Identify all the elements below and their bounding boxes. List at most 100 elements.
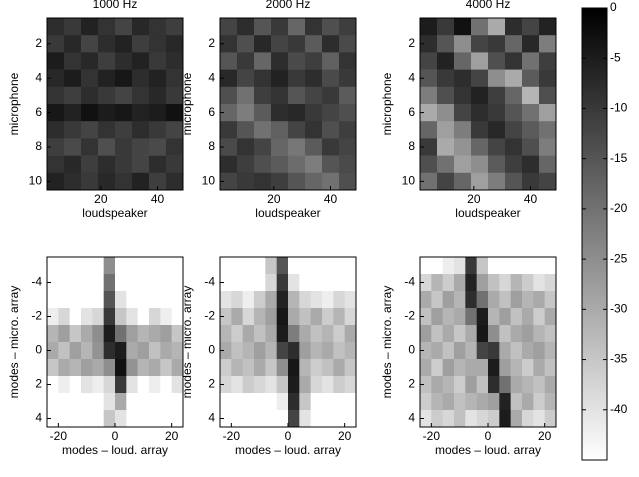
heat-cell (149, 291, 161, 309)
heat-cell (322, 52, 340, 70)
heat-cell (69, 393, 82, 411)
heat-cell (420, 359, 432, 377)
heat-cell (265, 342, 277, 360)
heat-cell (47, 410, 59, 428)
heat-cell (271, 104, 289, 122)
heat-cell (499, 291, 511, 309)
heat-cell (115, 393, 127, 411)
heat-cell (271, 121, 289, 139)
heat-cell (522, 69, 540, 88)
y-tick-label: -2 (31, 309, 42, 323)
heat-cell (69, 410, 82, 428)
heat-cell (265, 359, 277, 377)
heat-cell (98, 138, 116, 156)
heat-cell (437, 86, 455, 105)
heat-cell (454, 393, 466, 411)
heat-cell (242, 359, 255, 377)
axes-frame (46, 17, 184, 191)
heat-cell (265, 325, 277, 343)
heat-cell (265, 393, 277, 411)
x-tick-label: 0 (285, 429, 292, 443)
y-tick-label: -2 (404, 309, 415, 323)
heat-cell (431, 359, 443, 377)
heat-cell (47, 393, 59, 411)
heat-cell (58, 325, 70, 343)
heat-cell (488, 410, 500, 428)
heat-cell (465, 257, 477, 275)
heat-cell (299, 376, 311, 394)
heat-cell (510, 410, 523, 428)
heat-cell (322, 18, 340, 36)
heat-cell (522, 393, 534, 411)
heat-cell (420, 104, 438, 122)
heat-cell (420, 257, 432, 275)
heat-cell (265, 291, 277, 309)
heat-cell (420, 325, 432, 343)
y-tick-label: 2 (35, 377, 42, 391)
heat-cell (476, 342, 489, 360)
heat-cell (47, 291, 59, 309)
y-tick-label: 8 (35, 139, 42, 153)
heat-cell (533, 376, 545, 394)
heat-cell (305, 35, 323, 53)
heat-cell (488, 308, 500, 326)
heat-cell (488, 69, 506, 88)
heat-cell (522, 104, 540, 122)
heat-cell (92, 410, 104, 428)
heat-cell (522, 257, 534, 275)
heat-cell (471, 172, 489, 191)
heat-cell (339, 172, 357, 191)
colorbar-tick-label: -10 (610, 101, 628, 115)
heat-cell (220, 291, 232, 309)
heat-cell (420, 138, 438, 156)
heat-cell (442, 325, 455, 343)
heat-cell (305, 52, 323, 70)
heat-cell (437, 172, 455, 191)
heat-cell (539, 18, 557, 36)
heat-cell (476, 376, 489, 394)
heat-cell (488, 274, 500, 292)
y-tick-label: 2 (35, 36, 42, 50)
heat-cell (81, 172, 99, 191)
y-tick-label: 2 (208, 377, 215, 391)
heat-cell (220, 69, 238, 88)
heat-cell (149, 18, 167, 36)
heat-cell (115, 69, 133, 88)
heat-cell (339, 35, 357, 53)
y-axis-label: microphone (380, 72, 394, 135)
heat-cell (510, 257, 523, 275)
heat-cell (305, 172, 323, 191)
heat-cell (237, 172, 255, 191)
heat-cell (505, 86, 523, 105)
heat-cell (431, 376, 443, 394)
heat-cell (160, 308, 172, 326)
heat-cell (505, 104, 523, 122)
heat-cell (160, 376, 172, 394)
x-tick-label: 20 (267, 192, 281, 206)
heat-cell (254, 376, 266, 394)
heat-cell (171, 393, 184, 411)
heat-cell (265, 308, 277, 326)
heat-cell (305, 86, 323, 105)
colorbar-tick-label: -30 (610, 302, 628, 316)
heat-cell (126, 410, 138, 428)
heat-cell (476, 274, 489, 292)
heat-cell (305, 138, 323, 156)
heat-cell (81, 308, 93, 326)
heat-cell (149, 325, 161, 343)
heat-cell (510, 342, 523, 360)
heat-cell (231, 291, 243, 309)
heat-cell (149, 274, 161, 292)
y-tick-label: 6 (35, 105, 42, 119)
heat-cell (322, 35, 340, 53)
heat-cell (465, 342, 477, 360)
heat-cell (220, 35, 238, 53)
heat-cell (220, 52, 238, 70)
heat-cell (103, 291, 116, 309)
heat-cell (132, 155, 150, 174)
heat-cell (465, 308, 477, 326)
heat-cell (47, 138, 65, 156)
heat-cell (322, 308, 334, 326)
heat-cell (69, 359, 82, 377)
heat-cell (47, 18, 65, 36)
